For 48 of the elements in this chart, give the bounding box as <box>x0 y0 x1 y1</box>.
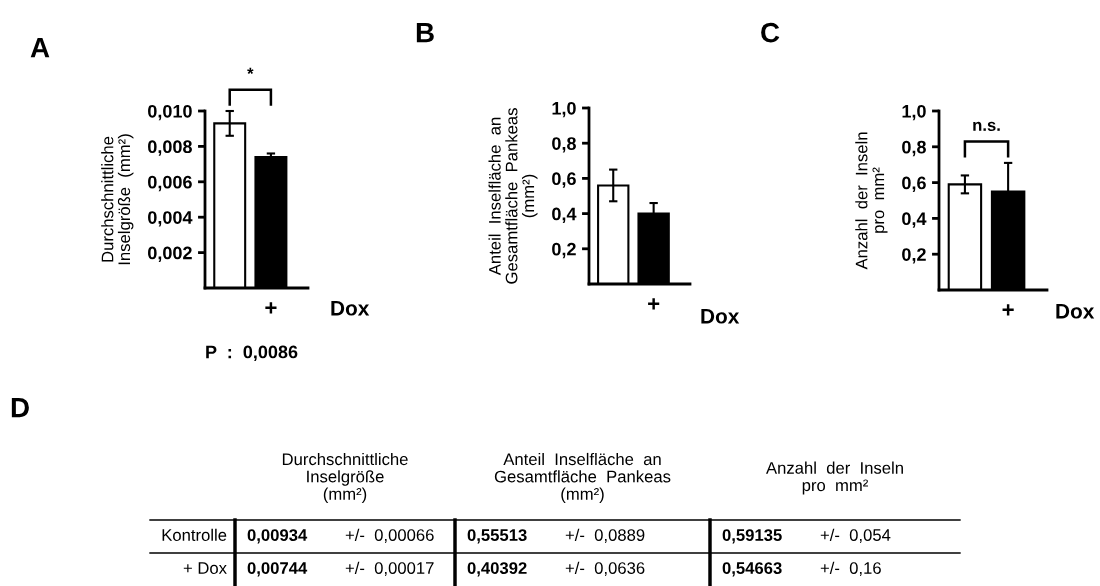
text: Anteil Inselfläche an Gesamtfläche Pankeas (mm²) <box>494 452 671 504</box>
text: Anzahl der Inseln pro mm² <box>766 461 903 495</box>
y-tick-label: 1,0 <box>552 101 576 118</box>
text: +/- 0,00066 <box>345 528 434 543</box>
category-label: Kontrolle <box>162 528 227 541</box>
y-tick-label: 0,002 <box>148 246 192 262</box>
x-tick-label: + <box>648 298 660 310</box>
text: P : 0,0086 <box>206 345 298 361</box>
y-tick-label: 0,6 <box>902 176 926 192</box>
text: +/- 0,0636 <box>565 561 645 576</box>
x-tick-label: + <box>265 302 277 314</box>
y-tick-label: 0,2 <box>552 242 576 259</box>
y-tick-label: 0,008 <box>148 140 192 156</box>
y-tick-label: 1,0 <box>902 104 926 121</box>
y-tick-label: 0,2 <box>902 248 926 264</box>
text: 0,55513 <box>467 529 527 544</box>
y-tick-label: 0,010 <box>148 104 192 121</box>
y-axis-title: Durchschnittliche Inselgröße (mm²) <box>101 134 134 265</box>
x-axis-title: Dox <box>331 301 370 316</box>
x-axis-title: Dox <box>701 309 740 324</box>
chart-title: B <box>416 23 434 43</box>
text: * <box>247 67 254 74</box>
y-tick-label: 0,8 <box>902 140 926 157</box>
text: 0,00934 <box>247 529 308 544</box>
y-tick-label: 0,8 <box>552 137 576 153</box>
text: +/- 0,16 <box>820 561 881 576</box>
x-axis-title: Dox <box>1056 304 1095 319</box>
y-tick-label: 0,006 <box>148 175 192 192</box>
text: 0,40392 <box>467 562 527 577</box>
y-tick-label: 0,004 <box>148 211 193 227</box>
text: 0,00744 <box>247 562 308 577</box>
text: +/- 0,00017 <box>345 561 434 576</box>
y-axis-title: Anteil Inselfläche an Gesamtfläche Pankeas (mm²) <box>488 108 538 284</box>
text: 0,54663 <box>722 562 782 577</box>
text: +/- 0,054 <box>820 528 891 543</box>
text: Durchschnittliche Inselgröße (mm²) <box>282 452 408 504</box>
category-label: + Dox <box>183 562 227 574</box>
y-tick-label: 0,4 <box>902 212 927 228</box>
x-tick-label: + <box>1002 304 1014 316</box>
y-tick-label: 0,6 <box>552 172 576 188</box>
chart-title: A <box>30 38 50 58</box>
text: +/- 0,0889 <box>565 528 645 543</box>
chart-title: C <box>761 22 780 43</box>
text: 0,59135 <box>722 529 782 544</box>
annotation: n.s. <box>973 121 1000 131</box>
y-axis-title: Anzahl der Inseln pro mm² <box>855 132 888 270</box>
y-tick-label: 0,4 <box>552 207 577 223</box>
text: D <box>11 398 29 418</box>
